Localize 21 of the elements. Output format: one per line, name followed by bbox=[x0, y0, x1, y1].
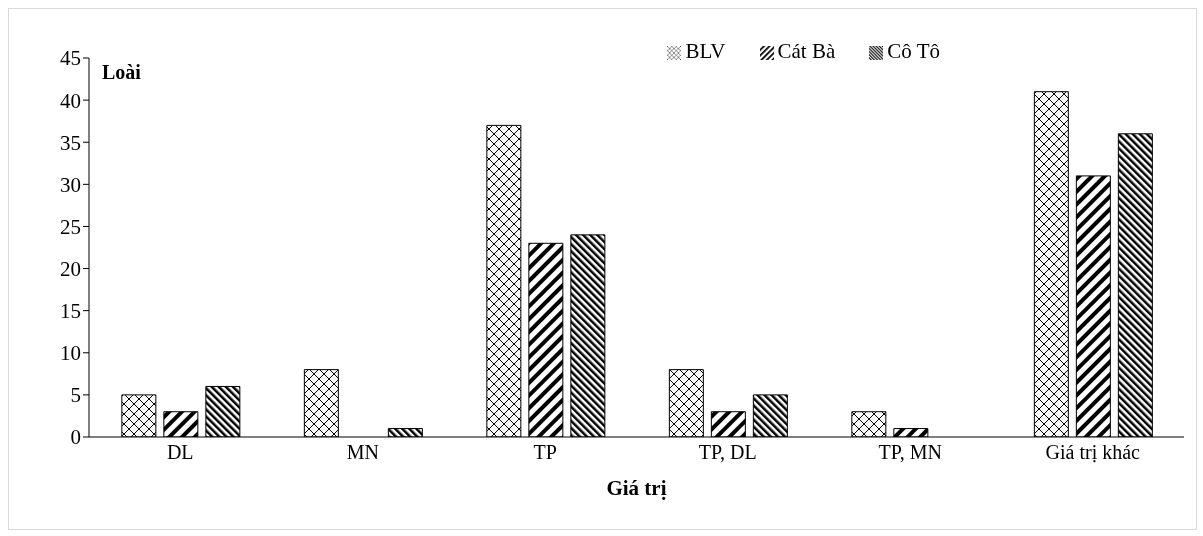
y-tick-label: 30 bbox=[60, 172, 81, 197]
y-tick-label: 15 bbox=[60, 299, 81, 324]
y-tick-label: 20 bbox=[60, 257, 81, 282]
legend-label: Cô Tô bbox=[887, 39, 940, 63]
y-tick-label: 10 bbox=[60, 341, 81, 366]
y-tick-label: 5 bbox=[70, 383, 81, 408]
legend-label: Cát Bà bbox=[777, 39, 836, 63]
y-tick-label: 0 bbox=[70, 425, 81, 450]
x-tick-label: DL bbox=[166, 441, 194, 464]
x-tick-label: TP, DL bbox=[698, 441, 757, 464]
y-tick-label: 40 bbox=[60, 88, 81, 113]
x-tick-label: Giá trị khác bbox=[1045, 441, 1141, 464]
x-axis-title: Giá trị bbox=[606, 476, 667, 500]
x-tick-label: TP bbox=[533, 441, 557, 464]
x-tick-label: MN bbox=[346, 441, 379, 464]
y-tick-label: 45 bbox=[60, 46, 81, 71]
y-tick-label: 35 bbox=[60, 130, 81, 155]
legend-label: BLV bbox=[685, 39, 726, 63]
y-axis-title: Loài bbox=[102, 61, 142, 84]
x-tick-label: TP, MN bbox=[878, 441, 942, 464]
y-tick-label: 25 bbox=[60, 214, 81, 239]
